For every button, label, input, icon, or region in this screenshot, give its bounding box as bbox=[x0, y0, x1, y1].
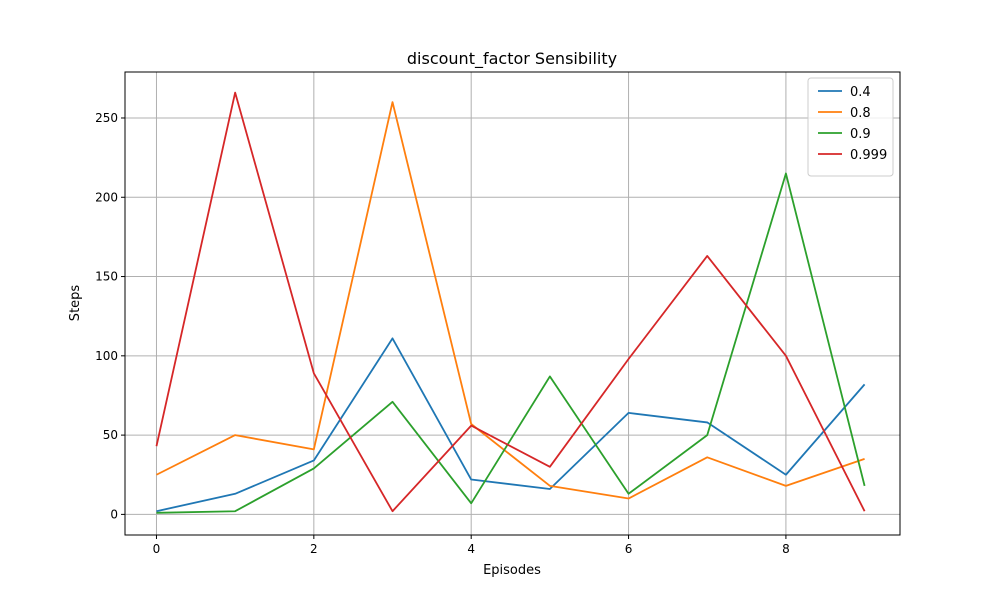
y-tick-label: 100 bbox=[95, 349, 118, 363]
y-axis-ticks: 0 50 100 150 200 250 bbox=[95, 111, 125, 521]
x-tick-label: 2 bbox=[310, 542, 318, 556]
grid-lines bbox=[125, 72, 900, 535]
x-tick-label: 8 bbox=[782, 542, 790, 556]
legend-label: 0.999 bbox=[850, 148, 887, 163]
x-tick-label: 6 bbox=[625, 542, 633, 556]
y-tick-label: 200 bbox=[95, 190, 118, 204]
chart-title: discount_factor Sensibility bbox=[407, 49, 617, 69]
x-axis-ticks: 0 2 4 6 8 bbox=[153, 535, 790, 556]
x-tick-label: 4 bbox=[467, 542, 475, 556]
x-tick-label: 0 bbox=[153, 542, 161, 556]
y-tick-label: 150 bbox=[95, 270, 118, 284]
legend-box bbox=[807, 77, 894, 177]
y-tick-label: 50 bbox=[103, 428, 118, 442]
y-tick-label: 250 bbox=[95, 111, 118, 125]
series-line-0-8 bbox=[156, 101, 865, 500]
legend-label: 0.8 bbox=[850, 106, 871, 121]
series-line-0-4 bbox=[156, 337, 866, 513]
plot-frame bbox=[124, 71, 901, 536]
legend-label: 0.9 bbox=[850, 127, 871, 142]
series-line-0-9 bbox=[156, 172, 866, 514]
legend-label: 0.4 bbox=[850, 85, 871, 100]
legend: 0.4 0.8 0.9 0.999 bbox=[807, 77, 894, 177]
x-axis-label: Episodes bbox=[483, 563, 541, 578]
series-lines bbox=[155, 91, 866, 514]
y-tick-label: 0 bbox=[110, 507, 118, 521]
series-line-0-999 bbox=[155, 91, 866, 513]
y-axis-label: Steps bbox=[68, 285, 83, 322]
